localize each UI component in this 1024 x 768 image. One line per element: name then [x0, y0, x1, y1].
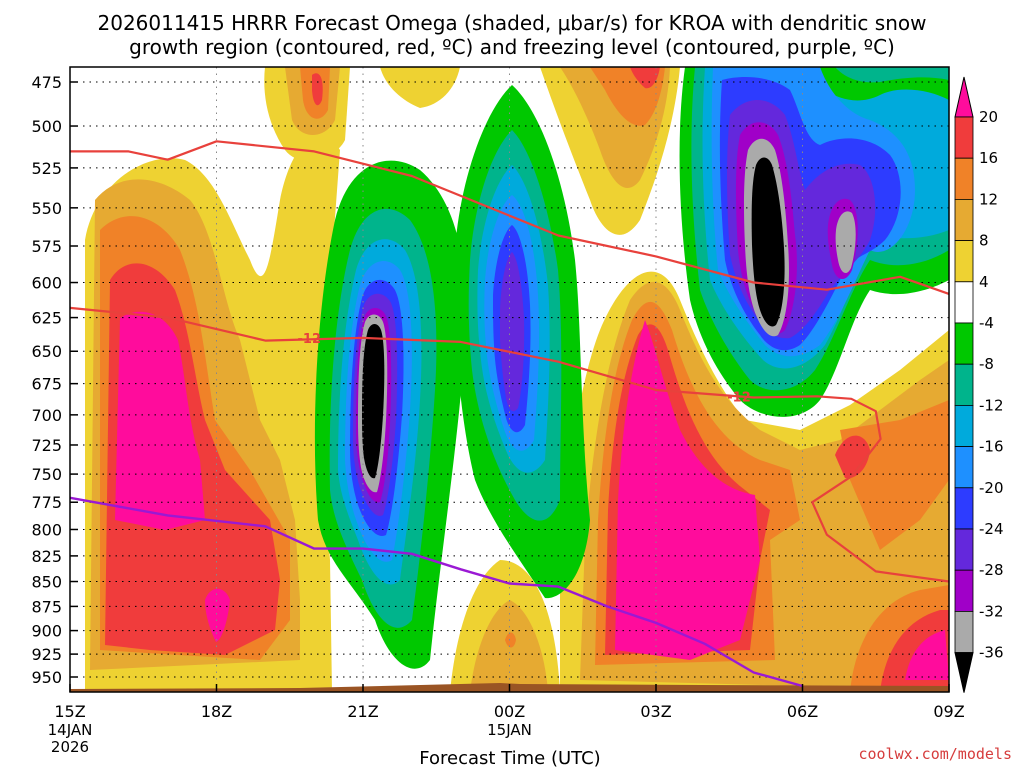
x-tick-label: 06Z	[787, 702, 818, 721]
colorbar-label: 4	[979, 273, 989, 291]
colorbar-swatch	[954, 157, 974, 200]
y-tick-label: 875	[31, 597, 62, 616]
y-tick-label: 500	[31, 117, 62, 136]
colorbar-swatch	[954, 116, 974, 159]
colorbar-swatch	[954, 322, 974, 365]
colorbar-swatch	[954, 611, 974, 654]
omega-neg-core-left	[362, 324, 385, 479]
omega-pos-20-right	[615, 320, 760, 660]
omega-pos-12-bottom-center	[505, 632, 516, 648]
colorbar-swatch	[954, 528, 974, 571]
gridlines	[70, 67, 949, 692]
colorbar-swatch	[954, 487, 974, 530]
dgz-contour-label: -12	[727, 390, 751, 405]
colorbar-label: -36	[979, 644, 1004, 662]
chart-title-line1: 2026011415 HRRR Forecast Omega (shaded, …	[98, 11, 927, 35]
x-tick-year: 2026	[51, 738, 89, 756]
colorbar-label: 8	[979, 232, 989, 250]
omega-neg-36-right-small	[835, 211, 856, 274]
colorbar: 20 16 12 8 4 -4 -8 -12 -16 -20 -24 -28 -32 -36	[954, 76, 1004, 693]
omega-pos-20-right-lower	[905, 630, 949, 680]
y-tick-label: 575	[31, 237, 62, 256]
colorbar-label: -28	[979, 561, 1004, 579]
colorbar-swatch	[954, 363, 974, 406]
x-axis-title: Forecast Time (UTC)	[419, 748, 600, 768]
x-tick-date: 15JAN	[487, 721, 532, 739]
chart-title-line2: growth region (contoured, red, ºC) and f…	[129, 35, 895, 59]
y-tick-label: 675	[31, 375, 62, 394]
colorbar-swatch	[954, 446, 974, 489]
colorbar-swatch	[954, 240, 974, 283]
colorbar-label: -4	[979, 314, 994, 332]
y-tick-label: 950	[31, 668, 62, 687]
y-tick-label: 725	[31, 436, 62, 455]
y-tick-label: 850	[31, 573, 62, 592]
omega-pos-20-left	[115, 311, 205, 530]
y-tick-label: 800	[31, 520, 62, 539]
x-tick-label: 09Z	[933, 702, 964, 721]
x-tick-label: 03Z	[640, 702, 671, 721]
y-tick-label: 475	[31, 73, 62, 92]
y-tick-label: 900	[31, 622, 62, 641]
plot-area: -12 -12	[70, 67, 949, 692]
colorbar-label: -12	[979, 396, 1004, 414]
dgz-bottom-contour	[70, 306, 949, 583]
omega-neg-28-center	[500, 252, 525, 412]
colorbar-label: 16	[979, 149, 998, 167]
colorbar-swatch	[954, 569, 974, 612]
x-tick-label: 21Z	[347, 702, 378, 721]
dgz-top-contour	[70, 140, 949, 295]
freezing-level-contour	[70, 496, 803, 688]
y-tick-label: 825	[31, 547, 62, 566]
y-tick-label: 525	[31, 159, 62, 178]
dgz-contour-label: -12	[298, 332, 322, 347]
omega-pos-20-left-small	[205, 588, 230, 642]
colorbar-label: -16	[979, 438, 1004, 456]
y-tick-label: 550	[31, 199, 62, 218]
y-tick-label: 650	[31, 342, 62, 361]
colorbar-upper-arrow	[954, 76, 974, 118]
x-tick-label: 15Z	[54, 702, 85, 721]
colorbar-label: -8	[979, 355, 994, 373]
omega-pos-16-upper-right	[630, 67, 660, 89]
contours: -12 -12	[70, 140, 949, 688]
omega-pos-4-upper-center	[380, 67, 460, 108]
y-tick-label: 925	[31, 645, 62, 664]
omega-pos-16-upper-left	[312, 73, 323, 106]
credit-text: coolwx.com/models	[858, 745, 1012, 763]
y-tick-label: 600	[31, 274, 62, 293]
colorbar-label: -24	[979, 520, 1004, 538]
colorbar-swatch	[954, 404, 974, 447]
omega-pos-12-right-mid	[840, 400, 949, 550]
x-tick-label: 18Z	[201, 702, 232, 721]
colorbar-lower-arrow	[954, 652, 974, 693]
y-tick-label: 625	[31, 309, 62, 328]
colorbar-label: -20	[979, 479, 1004, 497]
colorbar-label: 20	[979, 108, 998, 126]
y-tick-label: 750	[31, 465, 62, 484]
colorbar-swatch	[954, 281, 974, 324]
colorbar-swatch	[954, 198, 974, 241]
omega-pos-16-right-mid	[835, 435, 870, 479]
x-tick-label: 00Z	[494, 702, 525, 721]
x-tick-date: 14JAN	[48, 721, 93, 739]
colorbar-label: 12	[979, 190, 998, 208]
y-axis: 475 500 525 550 575 600 625 650 675 700 725 750 775 8…	[31, 73, 78, 687]
y-tick-label: 775	[31, 493, 62, 512]
omega-neg-12-top-right	[835, 67, 949, 83]
y-tick-label: 700	[31, 406, 62, 425]
colorbar-label: -32	[979, 602, 1004, 620]
